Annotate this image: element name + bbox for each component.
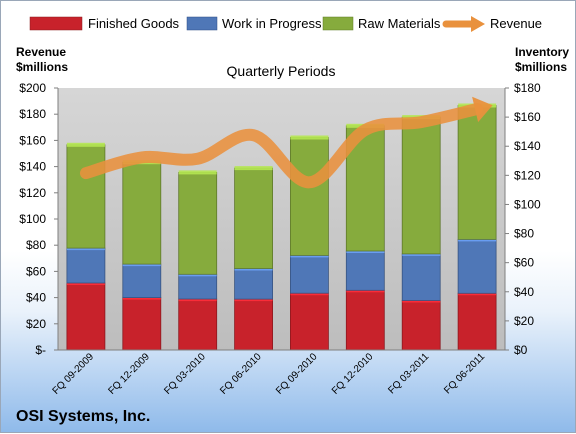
right-tick-label: $20: [514, 314, 534, 328]
left-tick-label: $180: [19, 107, 46, 121]
right-tick-label: $100: [514, 197, 541, 211]
category-label: FQ 06-2010: [218, 351, 264, 397]
bar-finished-goods: [401, 300, 441, 351]
category-label: FQ 03-2010: [162, 351, 208, 397]
bar-work-in-progress: [178, 273, 218, 300]
legend-item-finished-goods: Finished Goods: [29, 16, 180, 31]
bar-top-highlight: [66, 142, 105, 147]
bar-finished-goods: [178, 298, 218, 351]
left-axis-title-line2: $millions: [16, 60, 68, 74]
bar-finished-goods: [289, 292, 329, 351]
bar-raw-materials: [289, 137, 329, 256]
legend-item-work-in-progress: Work in Progress: [186, 16, 322, 31]
legend-swatch-raw-materials: [322, 16, 354, 31]
left-tick-label: $100: [19, 212, 46, 226]
bar-finished-goods: [457, 292, 497, 351]
right-axis-ticks: $0 $20 $40 $60 $80 $100 $120 $140 $160 $180: [505, 81, 541, 357]
left-tick-label: $200: [19, 81, 46, 95]
legend-label-raw-materials: Raw Materials: [358, 16, 441, 31]
right-tick-label: $0: [514, 343, 528, 357]
left-tick-label: $40: [26, 291, 46, 305]
bar-finished-goods: [345, 289, 385, 351]
chart-subtitle: Quarterly Periods: [227, 63, 336, 79]
category-label: FQ 09-2010: [274, 351, 320, 397]
legend-label-work-in-progress: Work in Progress: [222, 16, 322, 31]
bar-work-in-progress: [66, 247, 106, 284]
legend-label-finished-goods: Finished Goods: [88, 16, 180, 31]
left-tick-label: $140: [19, 160, 46, 174]
bar-top-highlight: [178, 170, 217, 175]
left-axis-ticks: $- $20 $40 $60 $80 $100 $120 $140 $160 $180 $200: [19, 81, 58, 357]
bar-top-highlight: [290, 135, 329, 140]
right-axis-title-line1: Inventory: [515, 45, 569, 59]
bar-work-in-progress: [289, 254, 329, 294]
right-tick-label: $140: [514, 139, 541, 153]
left-tick-label: $80: [26, 238, 46, 252]
category-label: FQ 12-2010: [330, 351, 376, 397]
legend-arrow-revenue: [471, 16, 485, 32]
bar-finished-goods: [66, 282, 106, 351]
company-name: OSI Systems, Inc.: [16, 408, 150, 425]
bar-raw-materials: [234, 167, 274, 269]
right-tick-label: $120: [514, 168, 541, 182]
bar-raw-materials: [122, 161, 162, 265]
legend-label-revenue: Revenue: [490, 16, 542, 31]
bar-raw-materials: [457, 105, 497, 240]
bar-work-in-progress: [234, 268, 274, 300]
revenue-line: [79, 103, 484, 189]
category-label: FQ 06-2011: [442, 351, 487, 396]
bar-work-in-progress: [401, 253, 441, 301]
bar-work-in-progress: [122, 263, 162, 299]
right-tick-label: $80: [514, 227, 534, 241]
bar-raw-materials: [401, 116, 441, 255]
revenue-line-arrowhead: [472, 96, 493, 123]
left-axis-title-line1: Revenue: [16, 45, 66, 59]
legend: Finished Goods Work in Progress Raw Mate…: [29, 16, 542, 32]
category-label: FQ 12-2009: [106, 351, 152, 397]
bar-finished-goods: [234, 298, 274, 351]
category-label: FQ 09-2009: [51, 351, 97, 397]
category-labels: FQ 09-2009 FQ 12-2009 FQ 03-2010 FQ 06-2010…: [51, 351, 488, 397]
left-tick-label: $120: [19, 186, 46, 200]
bar-work-in-progress: [345, 250, 385, 291]
left-tick-label: $60: [26, 264, 46, 278]
bar-raw-materials: [66, 144, 106, 249]
right-axis-title-line2: $millions: [515, 60, 567, 74]
bar-top-highlight: [234, 166, 273, 171]
legend-swatch-work-in-progress: [186, 16, 218, 31]
left-tick-label: $20: [26, 317, 46, 331]
bars-layer: [66, 103, 497, 351]
bar-work-in-progress: [457, 238, 497, 294]
right-tick-label: $60: [514, 256, 534, 270]
bar-raw-materials: [178, 171, 218, 275]
revenue-line-layer: [79, 96, 493, 189]
left-tick-label: $-: [35, 343, 46, 357]
legend-swatch-finished-goods: [29, 16, 83, 31]
left-tick-label: $160: [19, 133, 46, 147]
right-tick-label: $40: [514, 285, 534, 299]
legend-item-revenue: Revenue: [442, 16, 542, 32]
right-tick-label: $160: [514, 110, 541, 124]
bar-finished-goods: [122, 297, 162, 351]
legend-item-raw-materials: Raw Materials: [322, 16, 441, 31]
right-tick-label: $180: [514, 81, 541, 95]
category-label: FQ 03-2011: [386, 351, 431, 396]
